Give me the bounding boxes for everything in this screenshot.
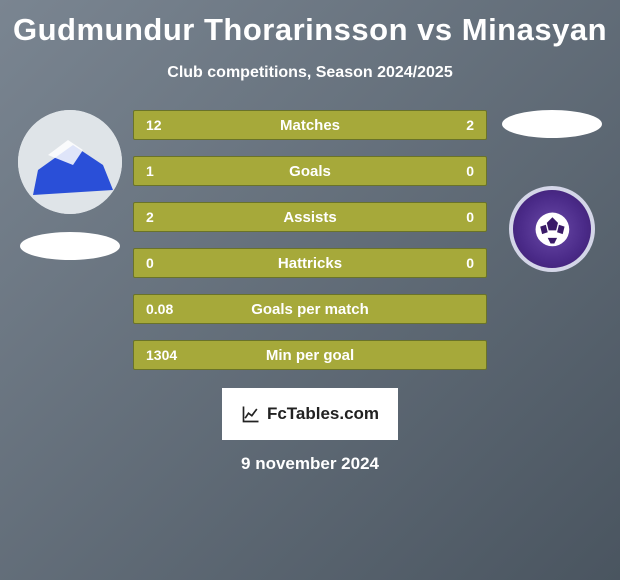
player-left-avatar bbox=[18, 110, 122, 214]
stat-row: 1 Goals 0 bbox=[133, 156, 487, 186]
subtitle: Club competitions, Season 2024/2025 bbox=[10, 64, 610, 82]
stat-row: 1304 Min per goal bbox=[133, 340, 487, 370]
comparison-card: Gudmundur Thorarinsson vs Minasyan Club … bbox=[0, 0, 620, 580]
stat-right-value: 0 bbox=[466, 255, 474, 271]
avatar-placeholder-icon bbox=[18, 110, 122, 214]
stat-row: 2 Assists 0 bbox=[133, 202, 487, 232]
player-left-column bbox=[18, 110, 122, 260]
football-icon bbox=[529, 206, 576, 253]
source-logo[interactable]: FcTables.com bbox=[222, 388, 398, 440]
stat-label: Matches bbox=[280, 117, 340, 134]
player-right-name-pill bbox=[502, 110, 602, 138]
stat-label: Goals bbox=[289, 163, 331, 180]
page-title: Gudmundur Thorarinsson vs Minasyan bbox=[10, 12, 610, 48]
stat-label: Assists bbox=[283, 209, 336, 226]
stat-right-value: 0 bbox=[466, 209, 474, 225]
player-left-name-pill bbox=[20, 232, 120, 260]
source-logo-text: FcTables.com bbox=[267, 404, 379, 424]
stat-row: 0 Hattricks 0 bbox=[133, 248, 487, 278]
stat-left-value: 0 bbox=[146, 255, 154, 271]
player-right-column bbox=[502, 110, 602, 272]
club-badge-right bbox=[509, 186, 595, 272]
content-area: 12 Matches 2 1 Goals 0 2 Assists 0 0 Hat… bbox=[10, 110, 610, 370]
stat-row: 12 Matches 2 bbox=[133, 110, 487, 140]
stat-left-value: 1 bbox=[146, 163, 154, 179]
stat-label: Goals per match bbox=[251, 301, 369, 318]
stat-row: 0.08 Goals per match bbox=[133, 294, 487, 324]
stat-right-value: 0 bbox=[466, 163, 474, 179]
stats-bars: 12 Matches 2 1 Goals 0 2 Assists 0 0 Hat… bbox=[133, 110, 487, 370]
stat-left-value: 2 bbox=[146, 209, 154, 225]
stat-label: Min per goal bbox=[266, 347, 354, 364]
stat-label: Hattricks bbox=[278, 255, 342, 272]
snapshot-date: 9 november 2024 bbox=[10, 454, 610, 474]
stat-right-value: 2 bbox=[466, 117, 474, 133]
stat-left-value: 12 bbox=[146, 117, 162, 133]
stat-left-value: 1304 bbox=[146, 347, 177, 363]
stat-left-value: 0.08 bbox=[146, 301, 173, 317]
chart-icon bbox=[241, 404, 261, 424]
